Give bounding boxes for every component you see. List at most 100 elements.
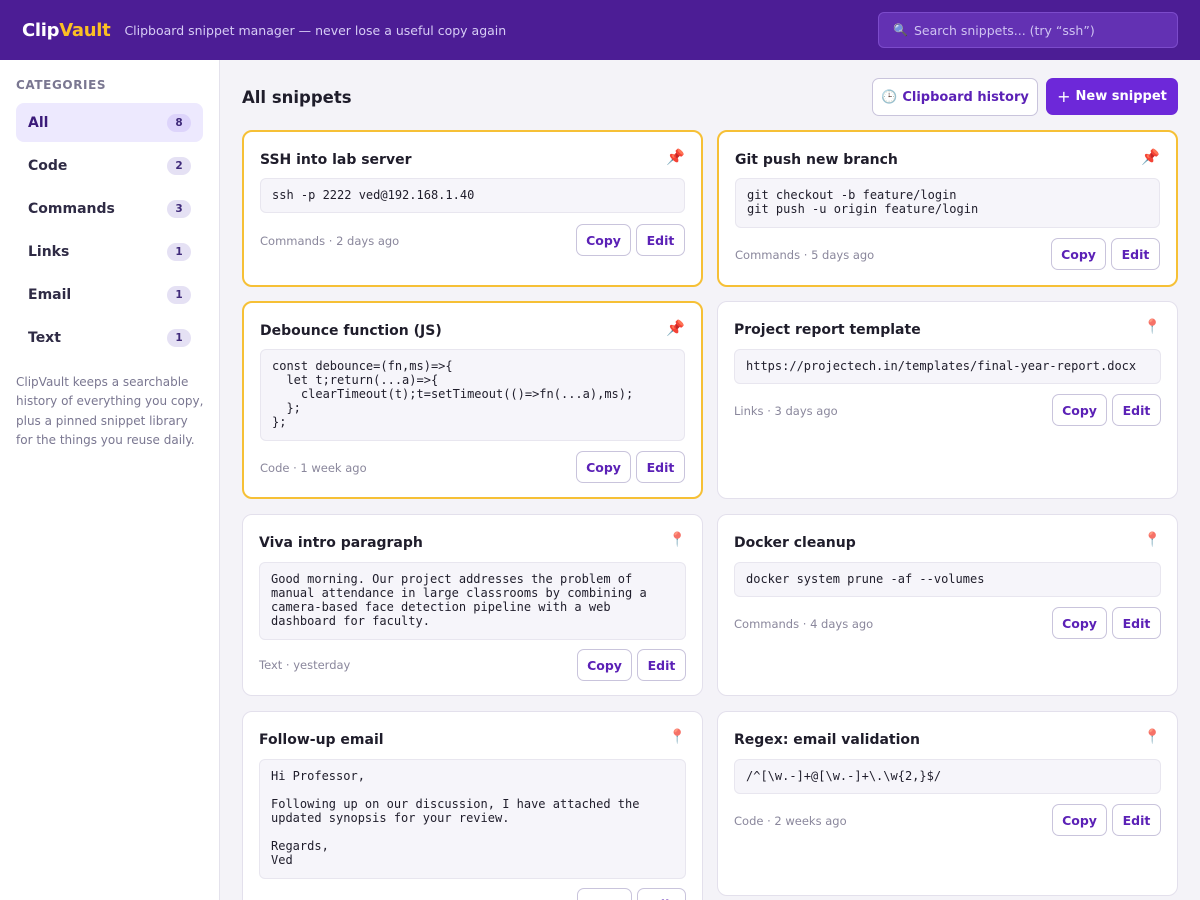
snippet-actions: Copy Edit — [576, 224, 685, 256]
category-label: Code — [28, 157, 68, 174]
snippet-meta: Commands · 4 days ago — [734, 617, 874, 631]
snippet-title: Follow-up email — [259, 732, 384, 748]
category-label: Links — [28, 243, 70, 260]
category-count-badge: 3 — [167, 199, 191, 218]
about-text: ClipVault keeps a searchable history of … — [16, 375, 204, 447]
snippet-content: const debounce=(fn,ms)=>{ let t;return(.… — [260, 349, 685, 441]
copy-button[interactable]: Copy — [1052, 607, 1107, 639]
copy-button[interactable]: Copy — [576, 451, 631, 483]
category-count-badge: 1 — [167, 242, 191, 261]
top-bar: ClipVault Clipboard snippet manager — ne… — [0, 0, 1200, 60]
snippet-meta: Code · 2 weeks ago — [734, 814, 847, 828]
snippet-content: Hi Professor, Following up on our discus… — [259, 759, 686, 879]
edit-button[interactable]: Edit — [1112, 394, 1161, 426]
edit-button[interactable]: Edit — [637, 649, 686, 681]
snippet-card[interactable]: Debounce function (JS) 📌 const debounce=… — [242, 301, 703, 499]
edit-button[interactable]: Edit — [1112, 607, 1161, 639]
round-pin-icon[interactable]: 📍 — [668, 532, 686, 548]
round-pin-icon[interactable]: 📍 — [1143, 729, 1161, 745]
snippet-content: docker system prune -af --volumes — [734, 562, 1161, 597]
plus-icon: + — [1057, 87, 1071, 106]
edit-button[interactable]: Edit — [637, 888, 686, 900]
snippet-card[interactable]: Docker cleanup 📍 docker system prune -af… — [717, 514, 1178, 696]
category-label: All — [28, 114, 49, 131]
category-label: Commands — [28, 200, 115, 217]
snippet-meta: Commands · 5 days ago — [735, 248, 875, 262]
snippet-title: Viva intro paragraph — [259, 535, 423, 551]
copy-button[interactable]: Copy — [1051, 238, 1106, 270]
snippet-meta: Commands · 2 days ago — [260, 234, 400, 248]
category-item-all[interactable]: All 8 — [16, 103, 203, 142]
category-count-badge: 1 — [167, 328, 191, 347]
app-tagline: Clipboard snippet manager — never lose a… — [124, 22, 507, 38]
categories-heading: CATEGORIES — [16, 78, 107, 92]
snippet-card[interactable]: Git push new branch 📌 git checkout -b fe… — [717, 130, 1178, 287]
search-input[interactable] — [913, 22, 1164, 38]
snippet-card[interactable]: Follow-up email 📍 Hi Professor, Followin… — [242, 711, 703, 900]
category-item-links[interactable]: Links 1 — [16, 232, 203, 271]
category-count-badge: 1 — [167, 285, 191, 304]
snippet-content: ssh -p 2222 ved@192.168.1.40 — [260, 178, 685, 213]
snippet-actions: Copy Edit — [1052, 607, 1161, 639]
edit-button[interactable]: Edit — [1112, 804, 1161, 836]
snippet-content: https://projectech.in/templates/final-ye… — [734, 349, 1161, 384]
category-list: All 8 Code 2 Commands 3 Links 1 Email 1 … — [16, 103, 203, 361]
app-logo[interactable]: ClipVault — [22, 19, 111, 41]
category-item-code[interactable]: Code 2 — [16, 146, 203, 185]
category-item-email[interactable]: Email 1 — [16, 275, 203, 314]
snippet-card[interactable]: Project report template 📍 https://projec… — [717, 301, 1178, 499]
copy-button[interactable]: Copy — [1052, 394, 1107, 426]
copy-button[interactable]: Copy — [1052, 804, 1107, 836]
snippet-meta: Code · 1 week ago — [260, 461, 367, 475]
clipboard-history-button[interactable]: 🕒 Clipboard history — [872, 78, 1038, 116]
clock-icon: 🕒 — [881, 89, 898, 105]
category-item-commands[interactable]: Commands 3 — [16, 189, 203, 228]
snippet-card[interactable]: Viva intro paragraph 📍 Good morning. Our… — [242, 514, 703, 696]
snippet-title: Regex: email validation — [734, 732, 921, 748]
copy-button[interactable]: Copy — [577, 649, 632, 681]
snippet-actions: Copy Edit — [1052, 804, 1161, 836]
logo-text-clip: Clip — [22, 19, 60, 41]
snippet-title: SSH into lab server — [260, 152, 412, 168]
snippet-meta: Links · 3 days ago — [734, 404, 838, 418]
page-title: All snippets — [242, 88, 352, 107]
copy-button[interactable]: Copy — [576, 224, 631, 256]
category-label: Text — [28, 329, 61, 346]
logo-text-vault: Vault — [59, 19, 111, 41]
snippet-card[interactable]: SSH into lab server 📌 ssh -p 2222 ved@19… — [242, 130, 703, 287]
snippet-actions: Copy Edit — [577, 888, 686, 900]
edit-button[interactable]: Edit — [1111, 238, 1160, 270]
new-snippet-button[interactable]: + New snippet — [1046, 78, 1178, 115]
snippet-title: Project report template — [734, 322, 921, 338]
category-label: Email — [28, 286, 72, 303]
sidebar: CATEGORIES All 8 Code 2 Commands 3 Links… — [0, 60, 220, 900]
category-count-badge: 8 — [167, 113, 191, 132]
category-count-badge: 2 — [167, 156, 191, 175]
snippet-actions: Copy Edit — [1051, 238, 1160, 270]
new-snippet-label: New snippet — [1075, 89, 1167, 104]
snippet-content: git checkout -b feature/login git push -… — [735, 178, 1160, 228]
edit-button[interactable]: Edit — [636, 224, 685, 256]
search-icon: 🔍 — [893, 23, 908, 37]
pushpin-icon[interactable]: 📌 — [666, 148, 685, 166]
clipboard-history-label: Clipboard history — [902, 89, 1029, 105]
pushpin-icon[interactable]: 📌 — [666, 319, 685, 337]
snippet-title: Docker cleanup — [734, 535, 856, 551]
main-content: All snippets 🕒 Clipboard history + New s… — [220, 60, 1200, 900]
snippet-content: Good morning. Our project addresses the … — [259, 562, 686, 640]
snippet-title: Git push new branch — [735, 152, 898, 168]
round-pin-icon[interactable]: 📍 — [668, 729, 686, 745]
snippet-actions: Copy Edit — [1052, 394, 1161, 426]
round-pin-icon[interactable]: 📍 — [1143, 532, 1161, 548]
snippet-content: /^[\w.-]+@[\w.-]+\.\w{2,}$/ — [734, 759, 1161, 794]
round-pin-icon[interactable]: 📍 — [1143, 319, 1161, 335]
edit-button[interactable]: Edit — [636, 451, 685, 483]
snippet-actions: Copy Edit — [576, 451, 685, 483]
snippet-actions: Copy Edit — [577, 649, 686, 681]
category-item-text[interactable]: Text 1 — [16, 318, 203, 357]
copy-button[interactable]: Copy — [577, 888, 632, 900]
snippet-card[interactable]: Regex: email validation 📍 /^[\w.-]+@[\w.… — [717, 711, 1178, 896]
pushpin-icon[interactable]: 📌 — [1141, 148, 1160, 166]
snippet-title: Debounce function (JS) — [260, 323, 442, 339]
search-box[interactable]: 🔍 — [878, 12, 1178, 48]
